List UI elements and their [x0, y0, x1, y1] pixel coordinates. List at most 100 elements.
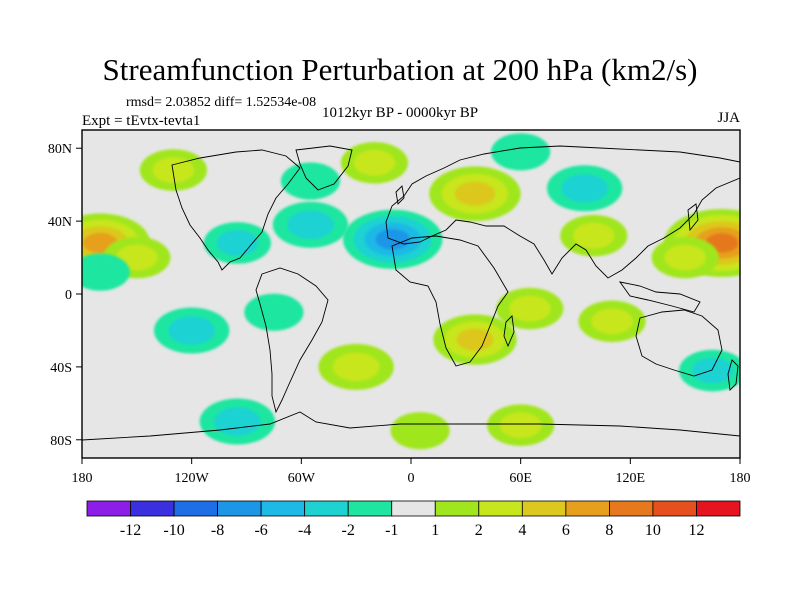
anomaly-22-level-1 — [214, 407, 261, 436]
x-tick-label-5: 120E — [616, 471, 646, 486]
colorbar-label-1: -10 — [163, 522, 184, 539]
anomaly-24-level-0 — [390, 412, 450, 450]
anomaly-17 — [318, 343, 394, 390]
anomaly-15 — [153, 307, 230, 354]
y-axis: 80N 40N 0 40S 80S — [48, 142, 82, 449]
coast-south-america — [255, 267, 329, 414]
coast-north-america — [171, 149, 301, 271]
anomaly-14-level-0 — [82, 253, 130, 291]
x-tick-label-4: 60E — [509, 471, 532, 486]
x-tick-label-1: 120W — [175, 471, 210, 486]
anomaly-16 — [244, 293, 304, 331]
anomaly-22 — [199, 398, 276, 445]
anomaly-13 — [560, 214, 628, 257]
y-tick-label-3: 40S — [50, 361, 72, 376]
colorbar-label-4: -4 — [298, 522, 311, 539]
colorbar-label-3: -6 — [254, 522, 267, 539]
coast-greenland — [295, 145, 353, 191]
colorbar-label-0: -12 — [120, 522, 141, 539]
stats-text: rmsd= 2.03852 diff= 1.52534e-08 — [126, 95, 317, 110]
anomaly-11-level-1 — [561, 174, 608, 203]
anomaly-9-level-1 — [287, 210, 334, 239]
anomaly-4 — [429, 166, 521, 222]
coast-eurasia — [385, 145, 740, 279]
anomaly-17-level-1 — [332, 352, 380, 382]
colorbar: -12 -10 -8 -6 -4 -2 -1 1 2 4 6 8 10 12 — [86, 500, 741, 539]
anomaly-12 — [491, 133, 551, 171]
anomaly-20 — [578, 300, 646, 343]
colorbar-label-10: 6 — [562, 522, 570, 539]
y-tick-label-0: 80N — [48, 142, 72, 157]
colorbar-swatch-14 — [696, 500, 741, 517]
anomaly-3-level-1 — [664, 244, 706, 271]
coast-japan — [687, 203, 699, 232]
colorbar-swatch-6 — [347, 500, 393, 517]
coast-madagascar — [503, 315, 515, 348]
period-label: 1012kyr BP - 0000kyr BP — [321, 105, 479, 121]
anomaly-6 — [280, 162, 341, 200]
y-tick-label-4: 80S — [50, 434, 72, 449]
y-tick-label-1: 40N — [48, 215, 72, 230]
colorbar-swatch-13 — [652, 500, 697, 517]
coast-british-isles — [395, 185, 405, 205]
anomaly-6-level-0 — [280, 162, 341, 200]
y-tick-label-2: 0 — [65, 288, 72, 303]
anomaly-21 — [678, 349, 740, 392]
colorbar-label-9: 4 — [518, 522, 526, 539]
anomaly-11 — [546, 165, 623, 212]
colorbar-swatch-11 — [565, 500, 610, 517]
colorbar-swatch-1 — [130, 500, 175, 517]
coast-indonesia — [618, 281, 701, 313]
colorbar-swatch-0 — [86, 500, 131, 517]
colorbar-swatch-8 — [434, 500, 480, 517]
colorbar-label-11: 8 — [605, 522, 613, 539]
anomaly-21-level-1 — [691, 357, 734, 384]
anomaly-5-level-1 — [353, 150, 396, 176]
experiment-label: Expt = tEvtx-tevta1 — [82, 113, 201, 129]
x-axis: 180 120W 60W 0 60E 120E 180 — [72, 458, 751, 486]
anomaly-20-level-1 — [591, 308, 633, 335]
colorbar-label-12: 10 — [645, 522, 661, 539]
anomaly-field — [82, 133, 740, 450]
colorbar-swatch-4 — [260, 500, 306, 517]
anomaly-23-level-1 — [499, 412, 542, 439]
x-tick-label-2: 60W — [288, 471, 316, 486]
x-tick-label-0: 180 — [72, 471, 93, 486]
anomaly-13-level-1 — [573, 222, 615, 249]
anomaly-18 — [433, 314, 517, 365]
anomaly-19-level-1 — [509, 295, 551, 322]
anomaly-23 — [487, 404, 555, 447]
anomaly-5 — [340, 142, 409, 184]
anomaly-14 — [82, 253, 130, 291]
colorbar-label-7: 1 — [431, 522, 439, 539]
anomaly-10 — [203, 222, 271, 264]
colorbar-swatch-10 — [521, 500, 567, 517]
anomaly-7-level-1 — [152, 157, 195, 183]
colorbar-swatch-12 — [609, 500, 654, 517]
colorbar-label-6: -1 — [385, 522, 398, 539]
season-label: JJA — [717, 110, 740, 126]
anomaly-15-level-1 — [168, 316, 215, 345]
anomaly-3 — [651, 236, 719, 279]
colorbar-swatch-3 — [217, 500, 262, 517]
colorbar-swatch-9 — [478, 500, 523, 517]
colorbar-swatch-7 — [391, 500, 436, 517]
coast-antarctica — [82, 411, 740, 441]
colorbar-label-13: 12 — [688, 522, 704, 539]
anomaly-19 — [496, 287, 564, 330]
colorbar-label-8: 2 — [475, 522, 483, 539]
anomaly-18-level-2 — [456, 328, 494, 351]
coastlines — [82, 145, 740, 441]
coast-australia — [635, 309, 723, 377]
anomaly-10-level-1 — [216, 230, 259, 256]
colorbar-label-2: -8 — [211, 522, 224, 539]
anomaly-16-level-0 — [244, 293, 304, 331]
anomaly-9 — [272, 201, 349, 248]
anomaly-7 — [139, 149, 207, 191]
anomaly-24 — [390, 412, 450, 450]
coast-africa — [391, 235, 509, 367]
chart-title: Streamfunction Perturbation at 200 hPa (… — [102, 52, 698, 87]
x-tick-label-6: 180 — [730, 471, 751, 486]
